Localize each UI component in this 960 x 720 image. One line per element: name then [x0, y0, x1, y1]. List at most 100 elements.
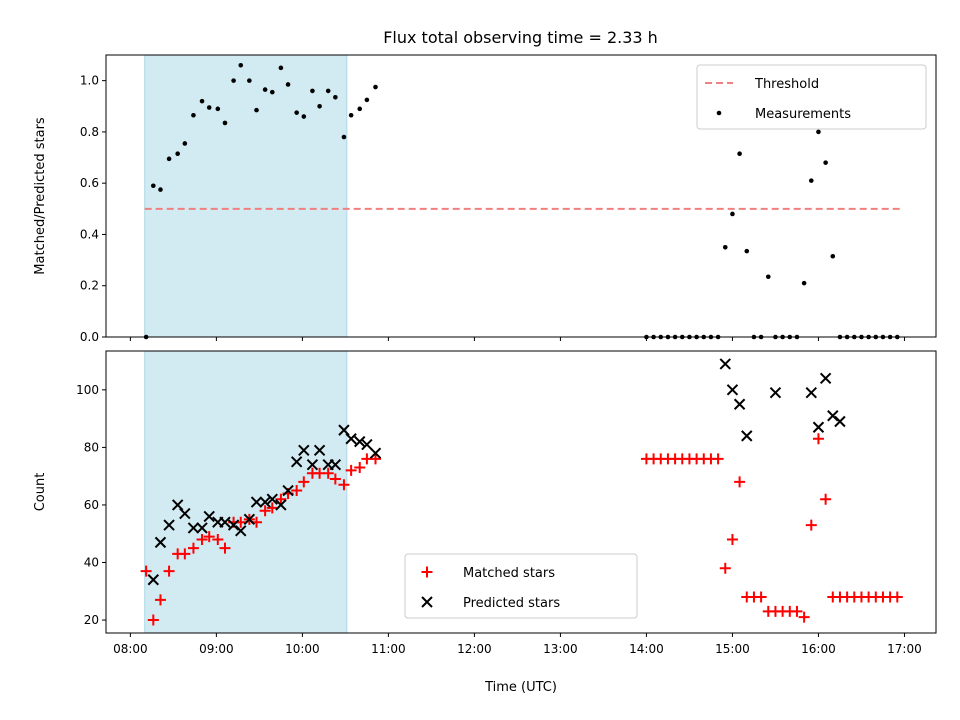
data-point — [163, 519, 175, 531]
observing-window-span — [144, 54, 348, 338]
data-point — [266, 502, 278, 514]
data-point — [798, 611, 810, 623]
data-point — [203, 510, 215, 523]
data-point — [805, 387, 817, 399]
legend-box — [696, 64, 927, 130]
observing-window-span — [144, 350, 348, 634]
data-point — [147, 614, 159, 626]
data-point — [294, 110, 299, 115]
data-point — [819, 372, 832, 385]
x-axis-label: Time (UTC) — [484, 680, 557, 695]
data-point — [298, 444, 310, 456]
data-point — [369, 447, 382, 459]
series-matched-stars — [140, 433, 903, 626]
data-point — [166, 156, 172, 162]
data-point — [765, 274, 771, 280]
data-point — [163, 565, 175, 577]
x-tick-label: 10:00 — [285, 642, 320, 656]
data-point — [719, 562, 731, 574]
data-point — [259, 505, 271, 517]
data-point — [306, 458, 319, 471]
series-predicted-stars — [147, 358, 846, 586]
data-point — [354, 462, 366, 474]
data-point — [259, 496, 271, 508]
legend-label: Measurements — [755, 107, 851, 122]
chart-title: Flux total observing time = 2.33 h — [383, 28, 658, 47]
data-point — [722, 244, 728, 250]
data-point — [262, 87, 268, 92]
data-point — [333, 95, 338, 100]
data-point — [175, 151, 180, 156]
data-point — [338, 479, 350, 491]
data-point — [154, 594, 166, 606]
data-point — [206, 105, 212, 110]
data-point — [357, 106, 363, 112]
data-point — [250, 496, 263, 508]
data-point — [266, 493, 278, 505]
data-point — [235, 525, 247, 537]
y-tick-label: 0.4 — [80, 227, 99, 241]
data-point — [212, 533, 224, 545]
y-tick-label: 0.6 — [80, 176, 99, 190]
data-point — [282, 484, 294, 497]
data-point — [730, 211, 735, 217]
data-point — [247, 78, 252, 83]
axes-frame — [105, 54, 937, 338]
data-point — [726, 384, 739, 396]
data-point — [310, 88, 315, 94]
data-point — [354, 435, 366, 448]
legend-label: Threshold — [754, 77, 819, 92]
x-tick-label: 08:00 — [113, 642, 148, 656]
axes-frame — [105, 350, 937, 634]
data-point — [808, 178, 814, 183]
data-point — [726, 533, 738, 545]
data-point — [187, 542, 199, 554]
data-point — [196, 522, 208, 534]
legend: Threshold Measurements — [696, 64, 927, 130]
data-point — [187, 522, 200, 534]
data-point — [345, 464, 357, 476]
series-measurements — [143, 62, 900, 340]
data-point — [737, 151, 742, 156]
x-tick-label: 16:00 — [801, 642, 836, 656]
data-point — [215, 106, 221, 112]
data-point — [222, 120, 228, 126]
y-tick-label: 0.0 — [80, 330, 99, 344]
data-point — [254, 107, 259, 113]
data-point — [744, 248, 750, 254]
data-point — [322, 467, 334, 479]
y-tick-label: 100 — [76, 383, 99, 397]
data-point — [219, 542, 231, 554]
data-point — [329, 458, 342, 471]
data-point — [345, 433, 357, 445]
data-point — [820, 493, 832, 505]
data-point — [285, 82, 291, 87]
data-point — [325, 88, 331, 94]
data-point — [313, 444, 326, 456]
data-point — [179, 507, 191, 520]
data-point — [805, 519, 817, 531]
x-tick-label: 14:00 — [629, 642, 664, 656]
y-tick-label: 0.8 — [80, 125, 99, 139]
x-tick-label: 17:00 — [887, 642, 922, 656]
data-point — [341, 134, 347, 140]
legend: Matched stars Predicted stars — [404, 553, 638, 619]
panel-top-ratio: 0.0 0.2 0.4 0.6 0.8 1.0 Matched/Predicted star… — [33, 54, 937, 344]
data-point — [269, 89, 275, 95]
legend-marker — [421, 596, 433, 608]
y-tick-label: 20 — [84, 613, 99, 627]
data-point — [191, 112, 196, 118]
data-point — [219, 516, 231, 528]
data-point — [361, 438, 373, 451]
data-point — [812, 433, 824, 445]
data-point — [275, 493, 287, 505]
data-point — [369, 453, 381, 465]
legend-label: Matched stars — [463, 566, 555, 581]
data-point — [719, 358, 731, 370]
data-point — [364, 97, 370, 103]
data-point — [278, 65, 284, 71]
panel-bottom-counts: 20 40 60 80 100 08:00 09:00 10:00 11:00 12:00 13:0… — [33, 350, 937, 695]
data-point — [755, 591, 767, 603]
data-point — [298, 476, 310, 488]
